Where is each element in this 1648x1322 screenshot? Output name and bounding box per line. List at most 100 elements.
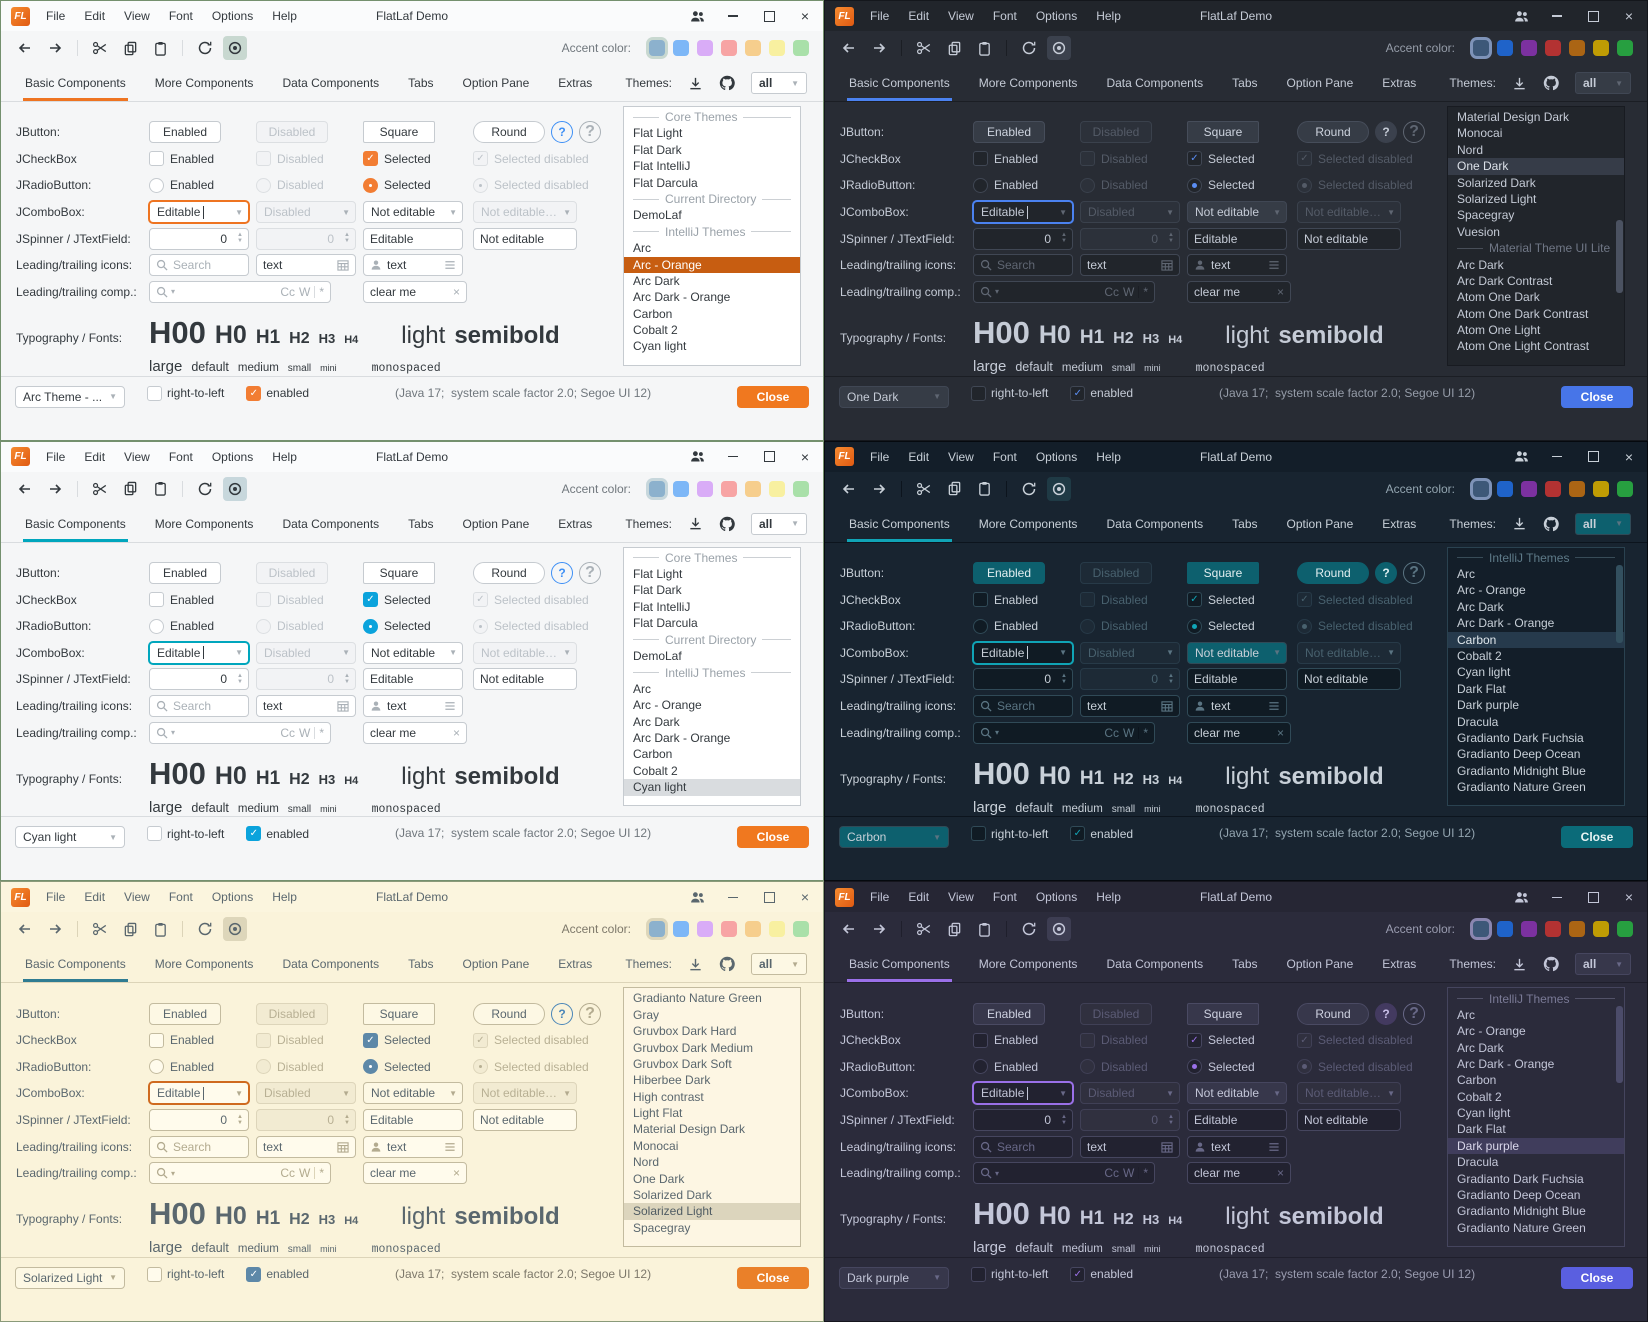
tab-more-components[interactable]: More Components xyxy=(154,957,254,972)
clear-me-input[interactable]: clear me × xyxy=(363,1162,467,1185)
enabled-button[interactable]: Enabled xyxy=(149,121,221,144)
round-button[interactable]: Round xyxy=(1297,121,1369,144)
download-icon[interactable] xyxy=(688,76,703,91)
theme-list-item[interactable]: Atom One Dark Contrast xyxy=(1457,306,1589,321)
checkbox-selected[interactable] xyxy=(1187,1032,1202,1048)
search-with-options-input[interactable]: ▾ Cc W * xyxy=(973,721,1155,744)
right-to-left-checkbox[interactable]: right-to-left xyxy=(147,385,224,401)
help-button-outline[interactable]: ? xyxy=(579,1002,601,1025)
forward-icon[interactable] xyxy=(867,917,891,941)
copy-icon[interactable] xyxy=(118,477,142,501)
theme-list-item[interactable]: Cyan light xyxy=(624,779,800,796)
combobox-editable[interactable]: Editable ▼ xyxy=(149,201,249,224)
theme-list-item[interactable]: Gradianto Deep Ocean xyxy=(1457,1188,1581,1203)
enabled-button[interactable]: Enabled xyxy=(149,1002,221,1025)
close-window-button[interactable]: × xyxy=(800,8,810,24)
theme-list-item[interactable]: Cobalt 2 xyxy=(1457,649,1502,663)
square-button[interactable]: Square xyxy=(1187,121,1259,144)
search-with-options-input[interactable]: ▾ Cc W * xyxy=(973,1162,1155,1185)
accent-swatch-1[interactable] xyxy=(1473,40,1489,56)
back-icon[interactable] xyxy=(13,477,37,501)
theme-list-item[interactable]: Arc Dark xyxy=(1457,599,1504,614)
theme-list-item[interactable]: Arc Dark xyxy=(633,714,680,729)
help-button[interactable]: ? xyxy=(551,1002,573,1025)
tab-tabs[interactable]: Tabs xyxy=(1232,76,1258,90)
date-input[interactable]: text xyxy=(1080,1135,1180,1158)
checkbox-selected[interactable] xyxy=(1187,592,1202,608)
menu-item-options[interactable]: Options xyxy=(211,449,254,464)
user-list-input[interactable]: text xyxy=(1187,254,1287,277)
tab-option-pane[interactable]: Option Pane xyxy=(1286,957,1354,972)
combobox-editable[interactable]: Editable ▼ xyxy=(973,201,1073,224)
combobox-not-editable[interactable]: Not editable ▼ xyxy=(363,641,463,664)
close-window-button[interactable]: × xyxy=(800,889,810,906)
combobox-editable[interactable]: Editable ▼ xyxy=(973,1082,1073,1105)
textfield-editable[interactable]: Editable xyxy=(1187,227,1287,250)
list-icon[interactable] xyxy=(444,259,456,271)
tab-option-pane[interactable]: Option Pane xyxy=(462,76,530,90)
menu-item-help[interactable]: Help xyxy=(1096,890,1121,905)
round-button[interactable]: Round xyxy=(1297,561,1369,584)
show-hidden-eye-icon[interactable] xyxy=(223,917,247,942)
tab-extras[interactable]: Extras xyxy=(558,957,593,972)
refresh-icon[interactable] xyxy=(193,917,217,941)
search-input[interactable]: Search xyxy=(149,254,249,277)
themes-filter-select[interactable]: all ▼ xyxy=(1575,953,1631,976)
theme-list-item[interactable]: Cobalt 2 xyxy=(633,323,678,338)
accent-swatch-3[interactable] xyxy=(697,480,713,497)
calendar-icon[interactable] xyxy=(1161,1141,1173,1153)
menu-item-file[interactable]: File xyxy=(870,890,890,905)
users-icon[interactable] xyxy=(679,882,715,912)
theme-list-item[interactable]: Spacegray xyxy=(633,1220,691,1235)
theme-list-item[interactable]: Gradianto Midnight Blue xyxy=(1457,763,1586,778)
square-button[interactable]: Square xyxy=(363,121,435,144)
paste-icon[interactable] xyxy=(148,917,172,941)
tab-tabs[interactable]: Tabs xyxy=(1232,957,1258,972)
spinner[interactable]: 0 ▲ ▼ xyxy=(973,227,1073,250)
checkbox-enabled[interactable] xyxy=(973,151,988,167)
users-icon[interactable] xyxy=(1503,882,1539,912)
github-icon[interactable] xyxy=(719,75,735,91)
enabled-checkbox[interactable]: enabled xyxy=(1070,826,1133,842)
radio-enabled[interactable] xyxy=(973,1059,988,1075)
github-icon[interactable] xyxy=(1543,516,1559,532)
accent-swatch-1[interactable] xyxy=(649,40,665,56)
close-button[interactable]: Close xyxy=(1561,385,1633,408)
accent-swatch-2[interactable] xyxy=(1497,480,1513,497)
combobox-not-editable[interactable]: Not editable ▼ xyxy=(1187,1082,1287,1105)
theme-list-item[interactable]: Arc Dark - Orange xyxy=(1457,1056,1555,1071)
theme-list-item[interactable]: Arc Dark xyxy=(633,273,680,288)
theme-list-item[interactable]: Gradianto Nature Green xyxy=(1457,780,1586,795)
theme-list-item[interactable]: Carbon xyxy=(1448,631,1624,648)
clear-me-input[interactable]: clear me × xyxy=(363,721,467,744)
search-input[interactable]: Search xyxy=(149,694,249,717)
show-hidden-eye-icon[interactable] xyxy=(1047,36,1071,60)
whole-word-icon[interactable]: W xyxy=(299,1166,311,1181)
tab-extras[interactable]: Extras xyxy=(1382,76,1417,90)
accent-swatch-5[interactable] xyxy=(1569,40,1585,56)
clear-icon[interactable]: × xyxy=(1276,1166,1284,1181)
radio-enabled[interactable] xyxy=(149,618,164,634)
accent-swatch-2[interactable] xyxy=(673,921,689,938)
accent-swatch-3[interactable] xyxy=(1521,40,1537,56)
tab-more-components[interactable]: More Components xyxy=(154,516,254,531)
theme-list-item[interactable]: DemoLaf xyxy=(633,649,682,663)
combobox-not-editable[interactable]: Not editable ▼ xyxy=(1187,201,1287,224)
back-icon[interactable] xyxy=(13,36,37,60)
accent-swatch-6[interactable] xyxy=(769,480,785,497)
maximize-button[interactable] xyxy=(751,442,787,472)
search-input[interactable]: Search xyxy=(973,254,1073,277)
theme-list-item[interactable]: Carbon xyxy=(633,306,673,321)
theme-selector[interactable]: Arc Theme - ... ▼ xyxy=(15,385,125,408)
calendar-icon[interactable] xyxy=(1161,259,1173,271)
accent-swatch-7[interactable] xyxy=(793,921,809,938)
round-button[interactable]: Round xyxy=(473,561,545,584)
right-to-left-checkbox[interactable]: right-to-left xyxy=(147,826,224,842)
refresh-icon[interactable] xyxy=(1017,917,1041,941)
theme-list-item[interactable]: Arc xyxy=(1457,1007,1475,1022)
theme-list-item[interactable]: Arc xyxy=(633,681,651,696)
tab-basic-components[interactable]: Basic Components xyxy=(23,946,128,983)
themes-filter-select[interactable]: all ▼ xyxy=(751,512,807,535)
theme-selector[interactable]: Cyan light ▼ xyxy=(15,826,125,849)
tab-data-components[interactable]: Data Components xyxy=(1106,516,1204,531)
